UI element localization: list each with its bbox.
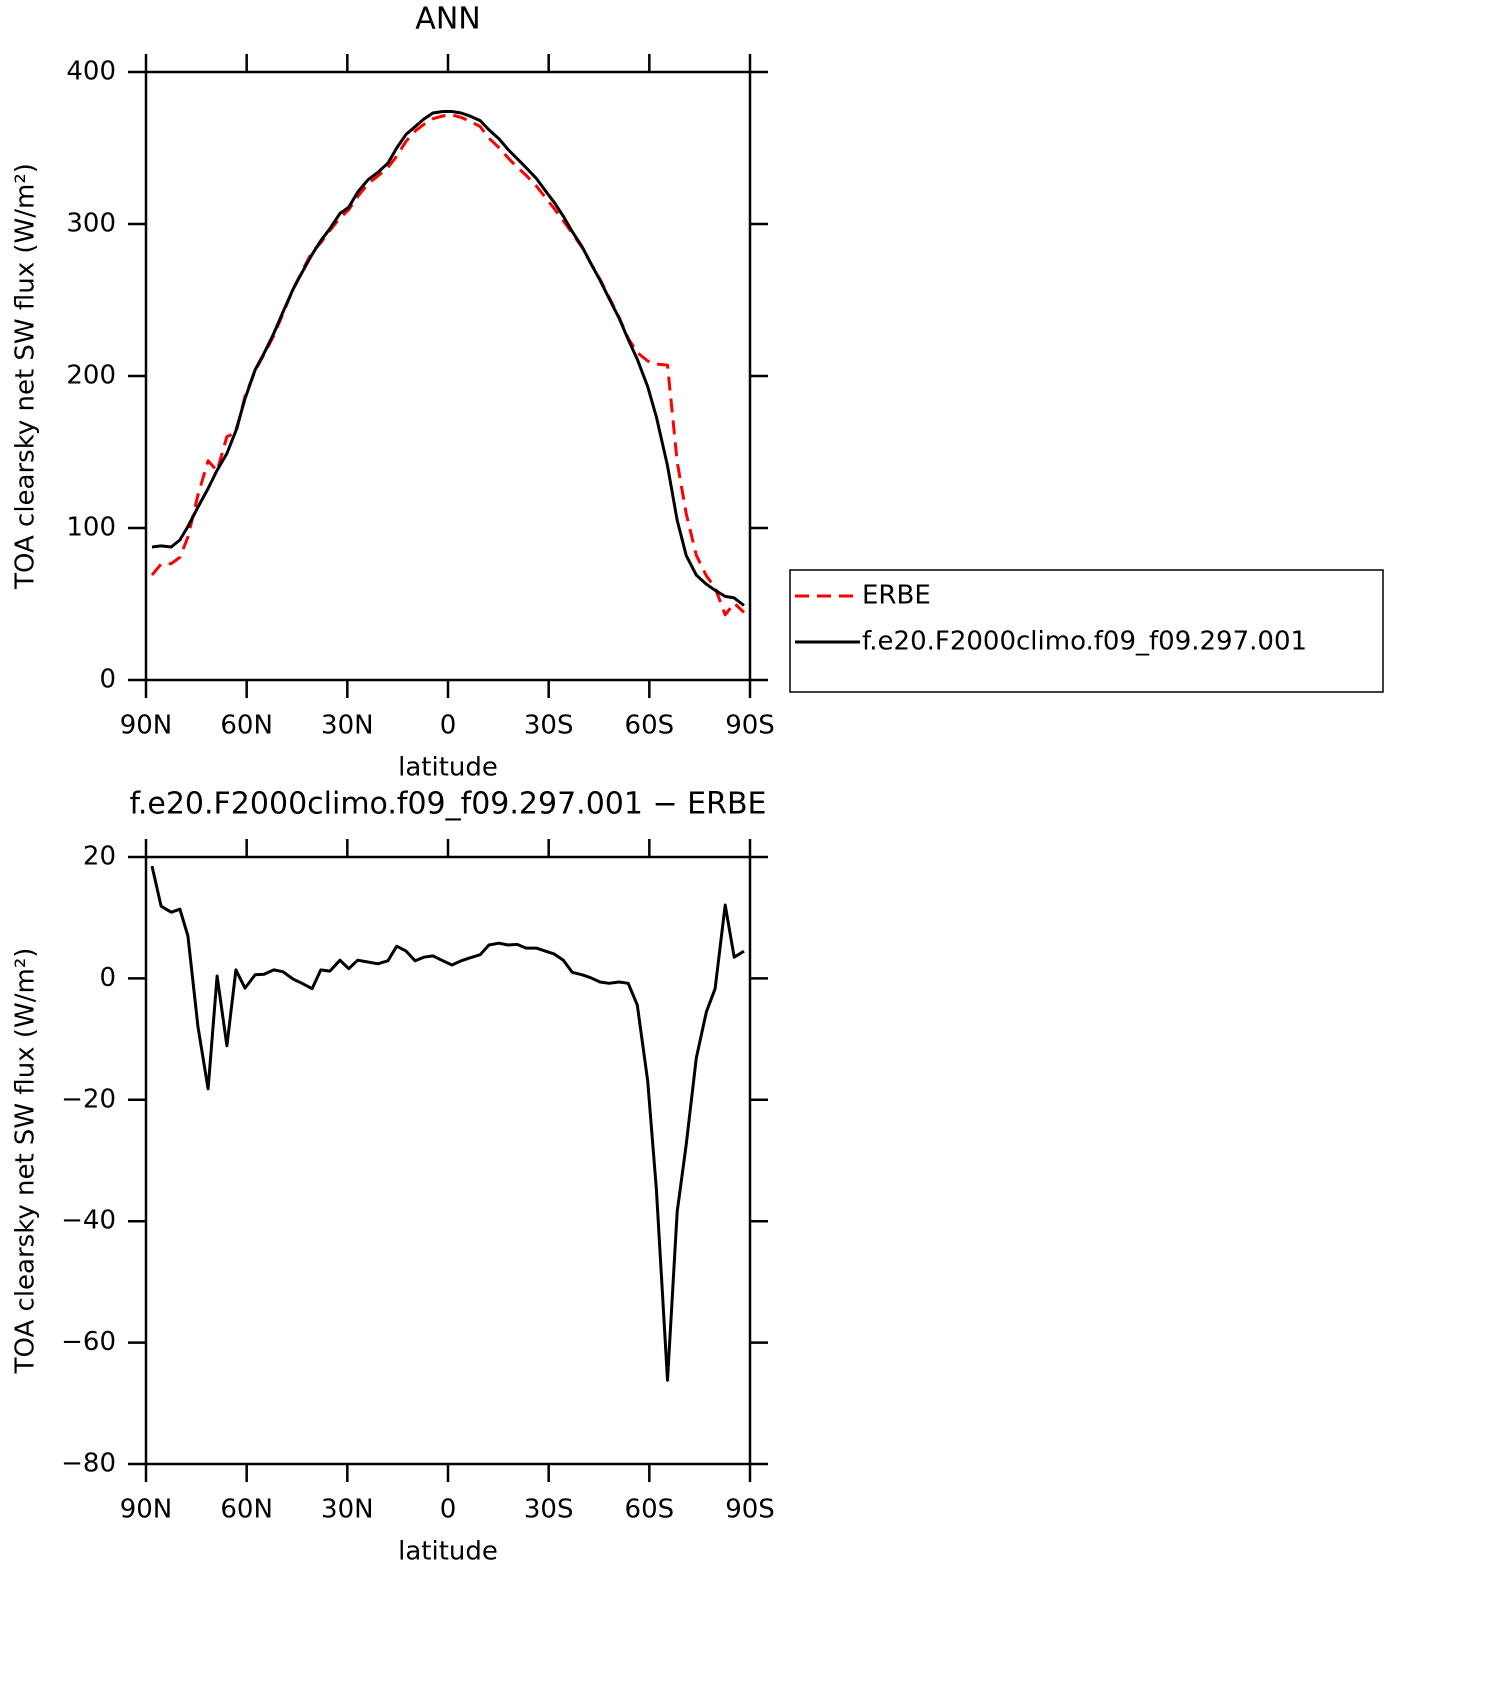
x-tick-label: 60S [625, 711, 675, 741]
x-axis-label: latitude [398, 1537, 498, 1567]
y-axis-label: TOA clearsky net SW flux (W/m²) [11, 948, 41, 1375]
x-tick-label: 0 [440, 1495, 457, 1525]
y-tick-label: 100 [66, 513, 116, 543]
legend-box [789, 569, 1384, 693]
x-tick-label: 90S [725, 711, 775, 741]
x-tick-label: 60N [220, 1495, 273, 1525]
x-tick-label: 0 [440, 711, 457, 741]
x-tick-label: 90S [725, 1495, 775, 1525]
legend-label: f.e20.F2000climo.f09_f09.297.001 [862, 627, 1307, 657]
y-tick-label: 0 [99, 665, 116, 695]
plot-frame [144, 855, 752, 1466]
y-tick-label: 300 [66, 209, 116, 239]
y-axis-label: TOA clearsky net SW flux (W/m²) [11, 163, 41, 590]
x-tick-label: 30N [321, 711, 374, 741]
x-tick-label: 30N [321, 1495, 374, 1525]
data-line [151, 110, 745, 607]
y-tick-label: 0 [99, 963, 116, 993]
chart-title: f.e20.F2000climo.f09_f09.297.001 − ERBE [129, 787, 766, 822]
x-tick-label: 90N [120, 1495, 173, 1525]
x-tick-label: 30S [524, 711, 574, 741]
y-tick-label: −80 [61, 1449, 116, 1479]
data-line [150, 113, 746, 617]
legend-label: ERBE [862, 581, 931, 611]
plot-frame [144, 70, 752, 682]
data-line [150, 865, 745, 1382]
legend: ERBE f.e20.F2000climo.f09_f09.297.001 [789, 569, 1384, 693]
chart-title: ANN [415, 2, 480, 37]
x-tick-label: 60S [625, 1495, 675, 1525]
x-tick-label: 60N [220, 711, 273, 741]
y-tick-label: 20 [83, 842, 116, 872]
y-tick-label: −40 [61, 1206, 116, 1236]
y-tick-label: 400 [66, 57, 116, 87]
x-axis-label: latitude [398, 753, 498, 783]
x-tick-label: 30S [524, 1495, 574, 1525]
x-tick-label: 90N [120, 711, 173, 741]
y-tick-label: −20 [61, 1084, 116, 1114]
y-tick-label: 200 [66, 361, 116, 391]
y-tick-label: −60 [61, 1327, 116, 1357]
